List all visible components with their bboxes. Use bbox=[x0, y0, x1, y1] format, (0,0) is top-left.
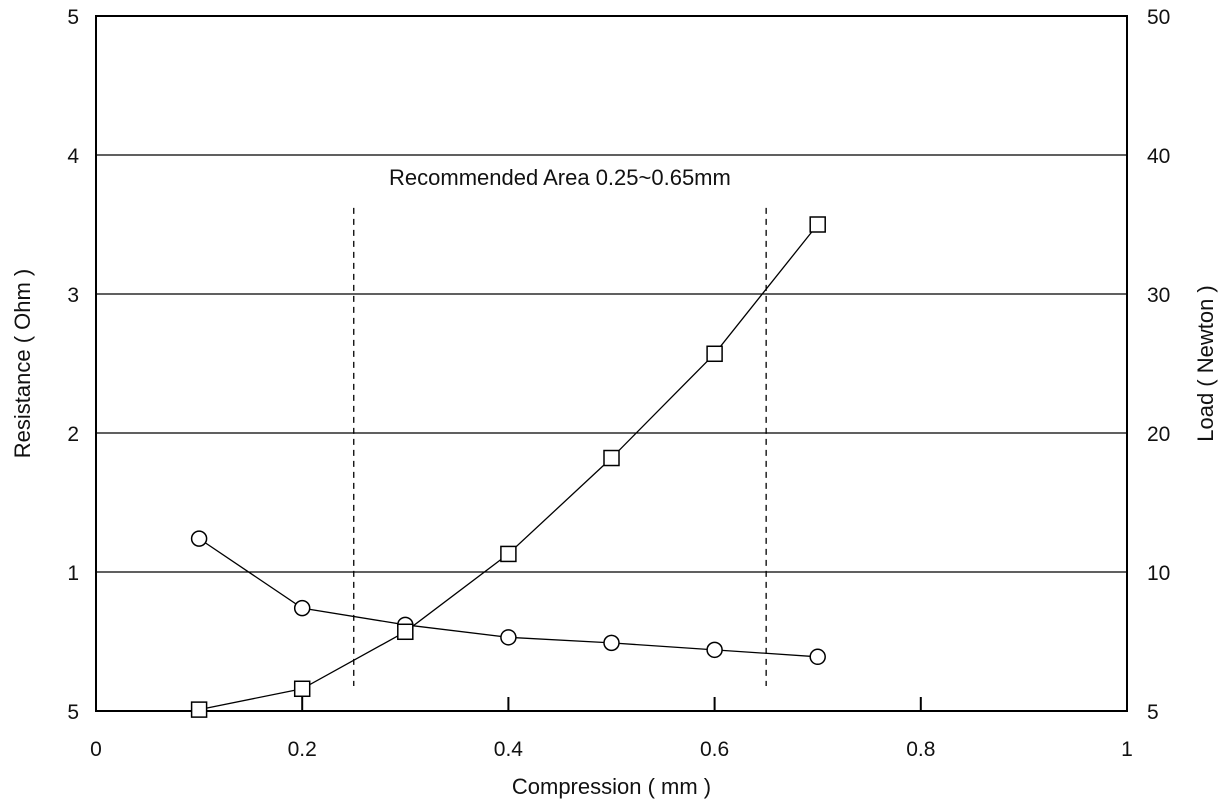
grid-lines bbox=[96, 154, 1127, 573]
y2-tick-label: 20 bbox=[1147, 423, 1170, 446]
y-tick-label: 1 bbox=[67, 562, 79, 585]
data-point-circle bbox=[809, 648, 826, 666]
data-point-square bbox=[500, 545, 517, 563]
x-tick-label: 0.6 bbox=[700, 738, 729, 761]
data-point-square bbox=[397, 623, 414, 641]
data-point-circle bbox=[706, 641, 723, 659]
y-tick-label: 5 bbox=[67, 701, 79, 724]
x-tick-label: 0.8 bbox=[906, 738, 935, 761]
x-axis-title: Compression ( mm ) bbox=[512, 774, 711, 799]
y-tick-label: 4 bbox=[67, 145, 79, 168]
recommended-area-annotation: Recommended Area 0.25~0.65mm bbox=[389, 165, 731, 190]
data-point-square bbox=[603, 449, 620, 467]
y2-axis-title: Load ( Newton ) bbox=[1193, 285, 1218, 442]
y-tick-label: 3 bbox=[67, 284, 79, 307]
series bbox=[190, 216, 826, 718]
y2-tick-label: 40 bbox=[1147, 145, 1170, 168]
x-tick-label: 0.4 bbox=[494, 738, 524, 761]
data-point-circle bbox=[603, 634, 620, 652]
x-tick-label: 0 bbox=[90, 738, 102, 761]
data-point-square bbox=[293, 680, 311, 698]
y-axis-title: Resistance ( Ohm ) bbox=[10, 269, 35, 459]
x-tick-label: 0.2 bbox=[288, 738, 317, 761]
x-tick-label: 1 bbox=[1121, 738, 1133, 761]
plot-frame bbox=[95, 15, 1128, 712]
data-point-square bbox=[809, 216, 826, 233]
y2-tick-label: 30 bbox=[1147, 284, 1170, 307]
data-point-square bbox=[190, 701, 208, 718]
y2-tick-label: 50 bbox=[1147, 6, 1170, 29]
data-point-circle bbox=[190, 530, 208, 547]
data-point-circle bbox=[500, 629, 517, 646]
data-point-circle bbox=[293, 599, 311, 617]
y2-tick-label: 5 bbox=[1147, 701, 1159, 724]
y2-tick-label: 10 bbox=[1147, 562, 1170, 585]
labels: Recommended Area 0.25~0.65mm Compression… bbox=[10, 165, 1218, 799]
reference-lines bbox=[353, 207, 767, 686]
data-point-square bbox=[706, 345, 723, 363]
y-tick-label: 5 bbox=[67, 6, 79, 29]
y-tick-label: 2 bbox=[67, 423, 79, 446]
